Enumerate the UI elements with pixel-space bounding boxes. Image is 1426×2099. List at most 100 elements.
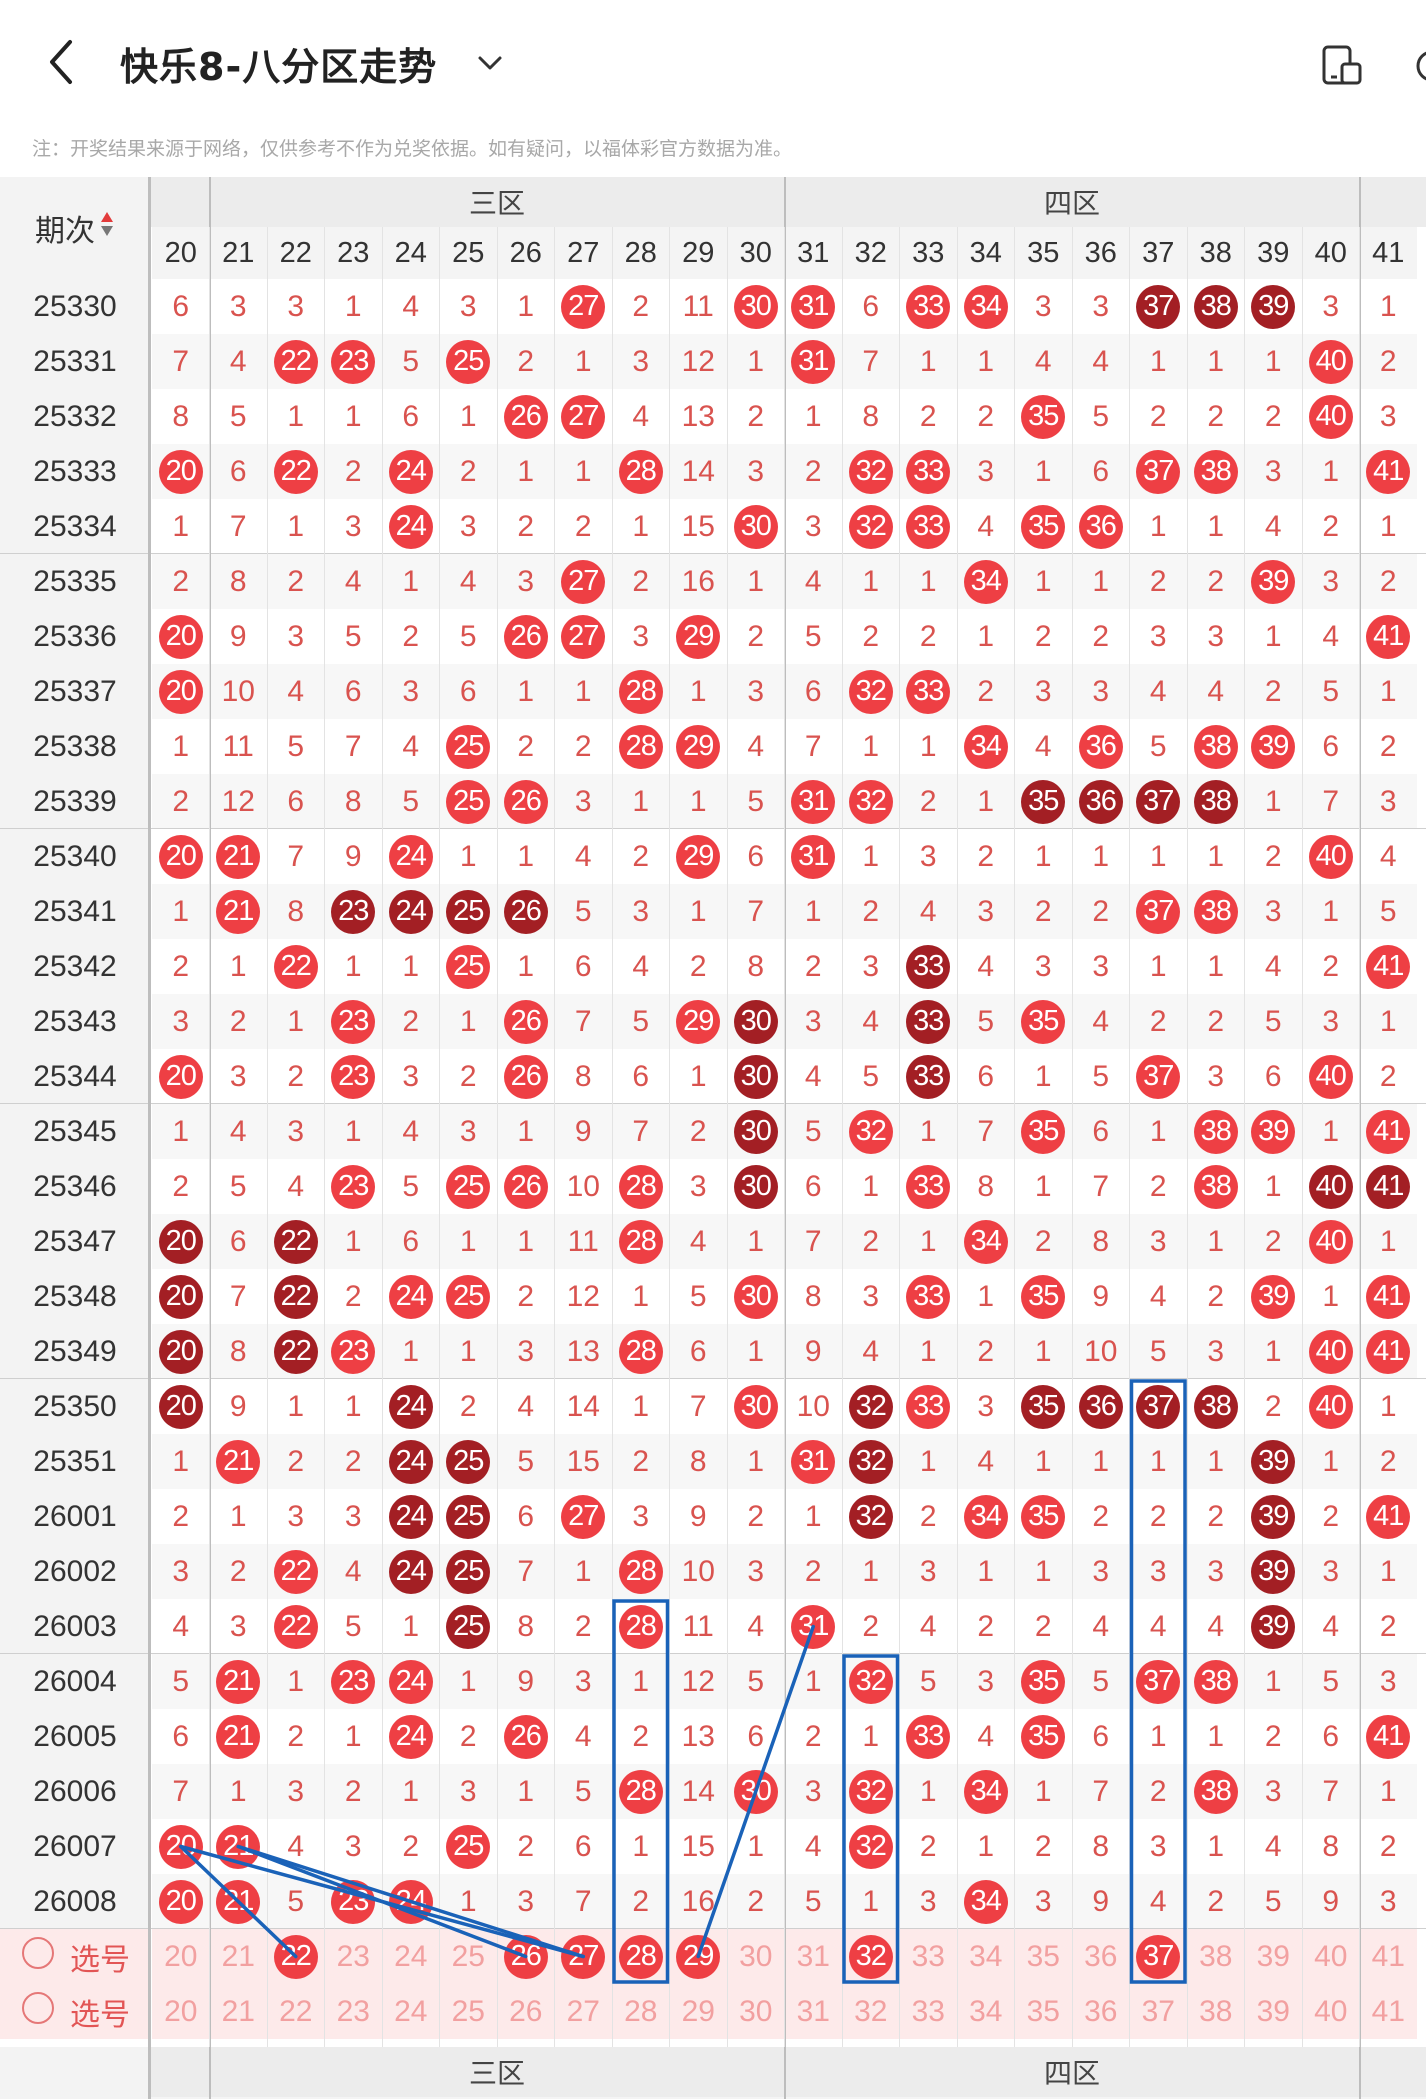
select-number-cell[interactable]: 26 [497,1929,555,1984]
period-header-cell[interactable]: 期次 [0,177,150,279]
trend-cell: 1 [1302,884,1360,939]
more-icon[interactable] [1410,42,1426,90]
trend-cell: 28 [612,1544,670,1599]
trend-cell: 10 [554,1159,612,1214]
picked-number-ball: 28 [618,1934,663,1979]
select-number-cell[interactable]: 33 [899,1929,957,1984]
chevron-down-icon[interactable] [472,46,508,82]
select-number-cell[interactable]: 38 [1187,1929,1245,1984]
select-number-cell[interactable]: 38 [1187,1984,1245,2039]
radio-circle-icon[interactable] [20,1935,70,1979]
select-number-cell[interactable]: 28 [612,1929,670,1984]
drawn-number-ball: 27 [561,614,606,659]
trend-cell: 26 [497,774,555,829]
select-number-cell[interactable]: 29 [669,1984,727,2039]
trend-cell: 11 [554,1214,612,1269]
select-number-cell[interactable]: 39 [1244,1984,1302,2039]
sort-icon[interactable] [95,209,115,247]
trend-cell: 39 [1244,1104,1302,1159]
select-row-label[interactable]: 选号 [0,1984,150,2039]
select-number-cell[interactable]: 31 [784,1984,842,2039]
select-number-cell[interactable]: 35 [1014,1929,1072,1984]
select-number-cell[interactable]: 27 [554,1984,612,2039]
trend-cell: 37 [1129,1654,1187,1709]
trend-cell: 3 [957,884,1015,939]
miss-count: 1 [459,1884,477,1918]
trend-cell: 5 [1129,1324,1187,1379]
miss-count: 7 [804,1224,822,1258]
trend-cell: 1 [267,389,325,444]
select-number-cell[interactable]: 26 [497,1984,555,2039]
select-number-cell[interactable]: 27 [554,1929,612,1984]
select-number-cell[interactable]: 29 [669,1929,727,1984]
trend-cell: 3 [382,664,440,719]
trend-cell: 2 [1359,1599,1417,1654]
miss-count: 5 [402,784,420,818]
select-number-cell[interactable]: 24 [382,1984,440,2039]
select-number-cell[interactable]: 32 [842,1984,900,2039]
select-number-cell[interactable]: 41 [1359,1929,1417,1984]
trend-cell: 1 [957,1819,1015,1874]
select-number-cell[interactable]: 37 [1129,1984,1187,2039]
select-number-cell[interactable]: 23 [324,1984,382,2039]
select-number-cell[interactable]: 24 [382,1929,440,1984]
select-number-cell[interactable]: 31 [784,1929,842,1984]
select-row-label[interactable]: 选号 [0,1929,150,1984]
trend-cell: 3 [1244,444,1302,499]
select-number-cell[interactable]: 35 [1014,1984,1072,2039]
select-number-cell[interactable]: 33 [899,1984,957,2039]
trend-cell: 2 [1359,1819,1417,1874]
miss-count: 2 [804,1719,822,1753]
select-number-cell[interactable]: 41 [1359,1984,1417,2039]
miss-count: 1 [344,949,362,983]
select-number-cell[interactable]: 21 [209,1984,267,2039]
trend-cell: 2 [324,444,382,499]
select-number-cell[interactable]: 39 [1244,1929,1302,1984]
back-arrow-icon[interactable] [40,34,84,90]
trend-cell: 11 [669,1599,727,1654]
select-number-cell[interactable]: 40 [1302,1929,1360,1984]
select-number-cell[interactable]: 32 [842,1929,900,1984]
select-number-cell[interactable]: 20 [152,1929,210,1984]
select-number-cell[interactable]: 21 [209,1929,267,1984]
column-number: 29 [669,227,727,279]
select-number-cell[interactable]: 34 [957,1929,1015,1984]
select-number-cell[interactable]: 40 [1302,1984,1360,2039]
column-number: 23 [324,227,382,279]
miss-count: 3 [229,1609,247,1643]
column-number: 32 [842,227,900,279]
select-number-cell[interactable]: 22 [267,1929,325,1984]
drawn-number-ball: 32 [848,1824,893,1869]
trend-cell: 26 [497,994,555,1049]
miss-count: 8 [229,564,247,598]
select-number-cell[interactable]: 28 [612,1984,670,2039]
select-number-cell[interactable]: 20 [152,1984,210,2039]
select-number-cell[interactable]: 25 [439,1984,497,2039]
trend-cell: 25 [439,334,497,389]
page-title[interactable]: 快乐8-八分区走势 [120,45,438,89]
trend-cell: 2 [1014,1214,1072,1269]
miss-count: 2 [1379,1444,1397,1478]
select-number-cell[interactable]: 22 [267,1984,325,2039]
trend-cell: 2 [1302,939,1360,994]
select-number-cell[interactable]: 37 [1129,1929,1187,1984]
trend-cell: 33 [899,444,957,499]
select-number-cell[interactable]: 36 [1072,1984,1130,2039]
radio-circle-icon[interactable] [20,1990,70,2034]
drawn-number-ball: 31 [791,284,836,329]
select-number-cell[interactable]: 30 [727,1929,785,1984]
device-toggle-icon[interactable] [1318,42,1366,90]
miss-count: 2 [804,949,822,983]
select-number-cell[interactable]: 25 [439,1929,497,1984]
drawn-number-ball: 22 [273,339,318,384]
trend-cell: 34 [957,554,1015,609]
trend-cell: 32 [842,774,900,829]
select-number-cell[interactable]: 23 [324,1929,382,1984]
drawn-number-ball: 39 [1251,284,1296,329]
drawn-number-ball: 39 [1251,1439,1296,1484]
select-number-cell[interactable]: 34 [957,1984,1015,2039]
select-number-cell[interactable]: 30 [727,1984,785,2039]
trend-cell: 32 [842,1819,900,1874]
drawn-number-ball: 34 [963,1879,1008,1924]
select-number-cell[interactable]: 36 [1072,1929,1130,1984]
